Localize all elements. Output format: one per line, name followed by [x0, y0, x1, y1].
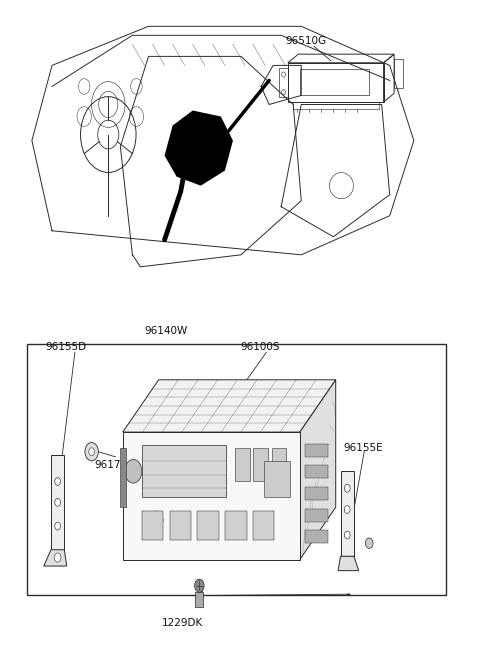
Polygon shape	[44, 550, 67, 566]
Circle shape	[85, 443, 98, 461]
Bar	[195, 592, 203, 607]
Circle shape	[55, 498, 60, 506]
Text: 96173: 96173	[94, 460, 127, 470]
Text: 96510G: 96510G	[286, 37, 326, 47]
Bar	[120, 449, 126, 507]
Bar	[305, 508, 327, 521]
Bar	[279, 68, 288, 97]
Bar	[225, 510, 247, 540]
Bar	[305, 444, 327, 457]
Text: 96100S: 96100S	[240, 343, 279, 352]
Bar	[235, 449, 250, 481]
Circle shape	[125, 460, 142, 483]
Bar	[300, 69, 369, 96]
Bar	[253, 510, 275, 540]
Bar	[394, 60, 403, 88]
Bar	[340, 472, 354, 556]
Circle shape	[150, 511, 163, 529]
Circle shape	[344, 531, 350, 539]
Bar	[123, 432, 300, 559]
Text: 96155D: 96155D	[45, 343, 86, 352]
Circle shape	[194, 579, 204, 592]
Bar	[288, 63, 384, 102]
Bar	[293, 102, 379, 109]
Circle shape	[89, 448, 95, 456]
Text: 1229DK: 1229DK	[162, 618, 203, 628]
Bar	[305, 530, 327, 543]
Circle shape	[55, 522, 60, 530]
Bar	[169, 510, 191, 540]
Bar	[305, 466, 327, 479]
Bar	[305, 487, 327, 500]
Bar	[264, 462, 290, 497]
Text: 96173: 96173	[148, 527, 181, 537]
Bar	[51, 455, 64, 550]
Polygon shape	[123, 380, 336, 432]
Bar	[253, 449, 268, 481]
Polygon shape	[165, 111, 233, 185]
Circle shape	[55, 477, 60, 485]
Polygon shape	[338, 556, 359, 571]
Bar	[142, 510, 163, 540]
Circle shape	[154, 516, 159, 524]
Circle shape	[344, 506, 350, 514]
Polygon shape	[300, 380, 336, 559]
Bar	[272, 449, 286, 481]
Circle shape	[54, 553, 61, 562]
Text: 96155E: 96155E	[343, 443, 383, 453]
Text: 96140W: 96140W	[144, 326, 188, 335]
Bar	[27, 344, 446, 595]
Bar	[197, 510, 219, 540]
Circle shape	[365, 538, 373, 548]
Bar	[142, 445, 226, 497]
Circle shape	[344, 484, 350, 492]
